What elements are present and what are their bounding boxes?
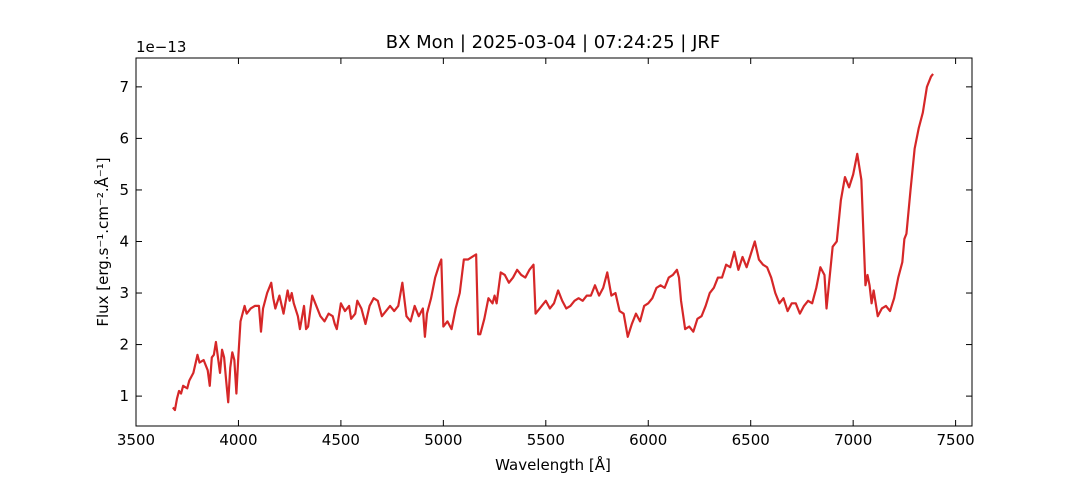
chart-title: BX Mon | 2025-03-04 | 07:24:25 | JRF (386, 32, 721, 53)
x-tick-label: 6000 (629, 431, 667, 449)
y-tick-label: 4 (119, 232, 129, 250)
spectrum-line (172, 73, 934, 412)
x-tick-label: 6500 (732, 431, 770, 449)
x-tick-label: 5000 (424, 431, 462, 449)
plot-frame (135, 57, 973, 427)
x-tick-label: 3500 (117, 431, 155, 449)
x-axis-label: Wavelength [Å] (495, 455, 611, 474)
y-tick-label: 2 (119, 336, 129, 354)
x-tick-label: 7500 (937, 431, 975, 449)
y-tick-label: 5 (119, 181, 129, 199)
x-tick-label: 4000 (219, 431, 257, 449)
x-tick-label: 4500 (322, 431, 360, 449)
x-tick-label: 5500 (527, 431, 565, 449)
y-axis-label: Flux [erg.s⁻¹.cm⁻².Å⁻¹] (93, 157, 112, 326)
y-offset-label: 1e−13 (136, 38, 186, 56)
y-tick-label: 1 (119, 387, 129, 405)
y-tick-label: 3 (119, 284, 129, 302)
y-tick-label: 7 (119, 78, 129, 96)
x-tick-label: 7000 (834, 431, 872, 449)
y-tick-label: 6 (119, 129, 129, 147)
